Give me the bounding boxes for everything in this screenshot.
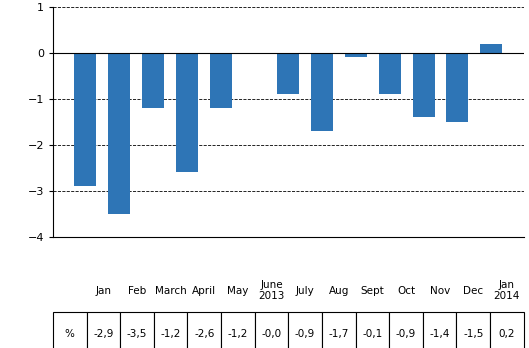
Bar — [108, 53, 130, 214]
Bar — [311, 53, 333, 131]
Bar — [142, 53, 164, 108]
Bar — [176, 53, 198, 172]
Bar — [379, 53, 401, 94]
Bar — [74, 53, 96, 186]
Bar — [413, 53, 435, 117]
Bar — [209, 53, 232, 108]
Bar — [446, 53, 469, 122]
Bar — [345, 53, 367, 57]
Bar — [277, 53, 299, 94]
Bar — [480, 44, 503, 53]
